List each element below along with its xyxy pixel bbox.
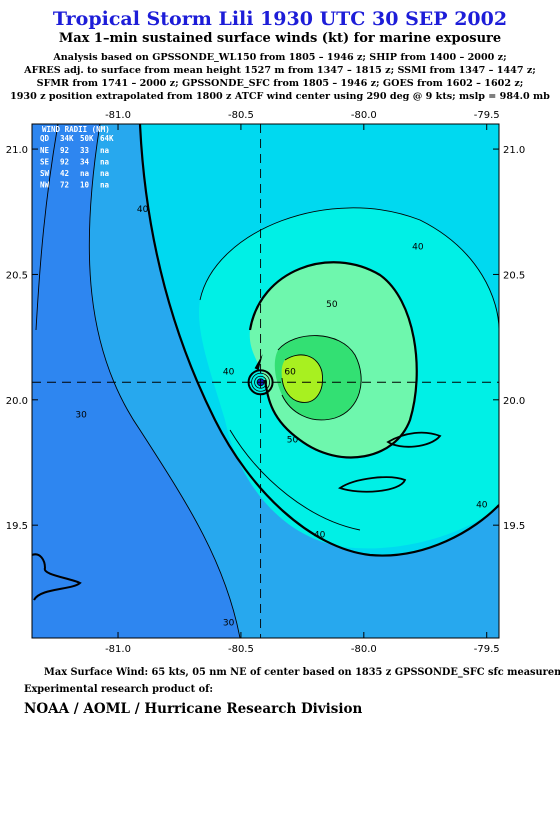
chart-title: Tropical Storm Lili 1930 UTC 30 SEP 2002 [52, 8, 508, 30]
x-tick-label-bottom-2: -80.0 [351, 644, 377, 655]
wind-radii-header-3: 64K [100, 134, 114, 143]
wind-radii-cell-3-0: NW [40, 181, 50, 190]
contour-40-north [199, 207, 499, 331]
wind-radii-cell-3-3: na [100, 181, 110, 190]
contour-50-thick [248, 261, 418, 459]
contour-60 [281, 354, 323, 403]
coast-outline [32, 553, 82, 601]
contour-label-6: 40 [223, 368, 235, 378]
analysis-line-1: Analysis based on GPSSONDE_WL150 from 18… [53, 52, 507, 63]
contour-label-0: 30 [75, 410, 87, 420]
wind-radii-header-2: 50K [80, 134, 94, 143]
contour-30-far-west [35, 124, 59, 331]
contour-label-3: 40 [412, 242, 424, 252]
x-tick-label-bottom-0: -81.0 [105, 644, 131, 655]
chart-subtitle: Max 1–min sustained surface winds (kt) f… [58, 31, 502, 46]
y-tick-label-right-1: 20.5 [503, 270, 525, 281]
contour-fields [32, 124, 499, 638]
eye-ring-1 [251, 372, 270, 392]
wind-radii-cell-0-2: 33 [80, 146, 90, 155]
y-tick-label-right-2: 20.0 [503, 396, 525, 407]
wind-radii-cell-3-2: 10 [80, 181, 90, 190]
wind-radii-cell-3-1: 72 [60, 181, 69, 190]
wind-radii-cell-2-3: na [100, 169, 110, 178]
wind-radii-cell-1-3: na [100, 158, 110, 167]
contour-label-8: 50 [287, 435, 299, 445]
x-tick-label-bottom-1: -80.5 [228, 644, 254, 655]
wind-radii-title: WIND RADII (NM) [42, 125, 110, 134]
y-tick-label-left-3: 19.5 [6, 521, 28, 532]
wind-radii-header-0: QD [40, 134, 50, 143]
y-tick-label-right-3: 19.5 [503, 521, 525, 532]
wind-radii-cell-0-0: NE [40, 146, 50, 155]
wind-radii-cell-1-2: 34 [80, 158, 90, 167]
contour-label-1: 30 [223, 618, 235, 628]
wind-radii-cell-0-3: na [100, 146, 110, 155]
wind-radii-cell-2-0: SW [40, 169, 50, 178]
analysis-line-3: SFMR from 1741 – 2000 z; GPSSONDE_SFC fr… [36, 78, 524, 89]
organization-name: NOAA / AOML / Hurricane Research Divisio… [24, 701, 363, 717]
y-tick-label-left-2: 20.0 [6, 396, 28, 407]
max-wind-note: Max Surface Wind: 65 kts, 05 nm NE of ce… [44, 667, 560, 678]
wind-radii-cell-1-0: SE [40, 158, 50, 167]
cay-outline-2 [386, 431, 442, 448]
contour-35-thick [138, 124, 499, 557]
wind-radii-cell-2-2: na [80, 169, 90, 178]
contour-label-7: 50 [326, 300, 338, 310]
contour-55 [277, 335, 362, 421]
contour-label-2: 40 [137, 205, 149, 215]
contour-30-west [88, 124, 241, 638]
x-tick-label-top-2: -80.0 [351, 110, 377, 121]
y-tick-label-left-0: 21.0 [6, 145, 28, 156]
y-tick-label-left-1: 20.5 [6, 270, 28, 281]
contour-label-4: 40 [314, 531, 326, 541]
x-tick-label-top-0: -81.0 [105, 110, 131, 121]
analysis-line-4: 1930 z position extrapolated from 1800 z… [10, 91, 550, 102]
contour-label-5: 40 [476, 501, 488, 511]
wind-analysis-plot: -81.0 -81.0 -80.5 -80.5 -80.0 -80.0 -79.5 -79.5… [6, 110, 526, 655]
cay-outline-1 [337, 476, 407, 493]
experimental-note: Experimental research product of: [24, 684, 213, 695]
track-arrow [254, 354, 263, 371]
contour-40-south [229, 429, 361, 531]
x-tick-label-bottom-3: -79.5 [474, 644, 500, 655]
analysis-line-2: AFRES adj. to surface from mean height 1… [24, 65, 536, 76]
wind-radii-cell-2-1: 42 [60, 169, 69, 178]
wind-radii-cell-0-1: 92 [60, 146, 69, 155]
eye-ring-2 [254, 375, 267, 389]
x-tick-label-top-3: -79.5 [474, 110, 500, 121]
plot-marks: -81.0 -81.0 -80.5 -80.5 -80.0 -80.0 -79.5 -79.5… [6, 110, 526, 655]
x-tick-label-top-1: -80.5 [228, 110, 254, 121]
y-tick-label-right-0: 21.0 [503, 145, 525, 156]
contour-label-9: 60 [284, 368, 296, 378]
wind-radii-cell-1-1: 92 [60, 158, 69, 167]
plot-frame [31, 123, 500, 639]
field-60-plus [281, 354, 323, 403]
wind-radii-header-1: 34K [60, 134, 74, 143]
